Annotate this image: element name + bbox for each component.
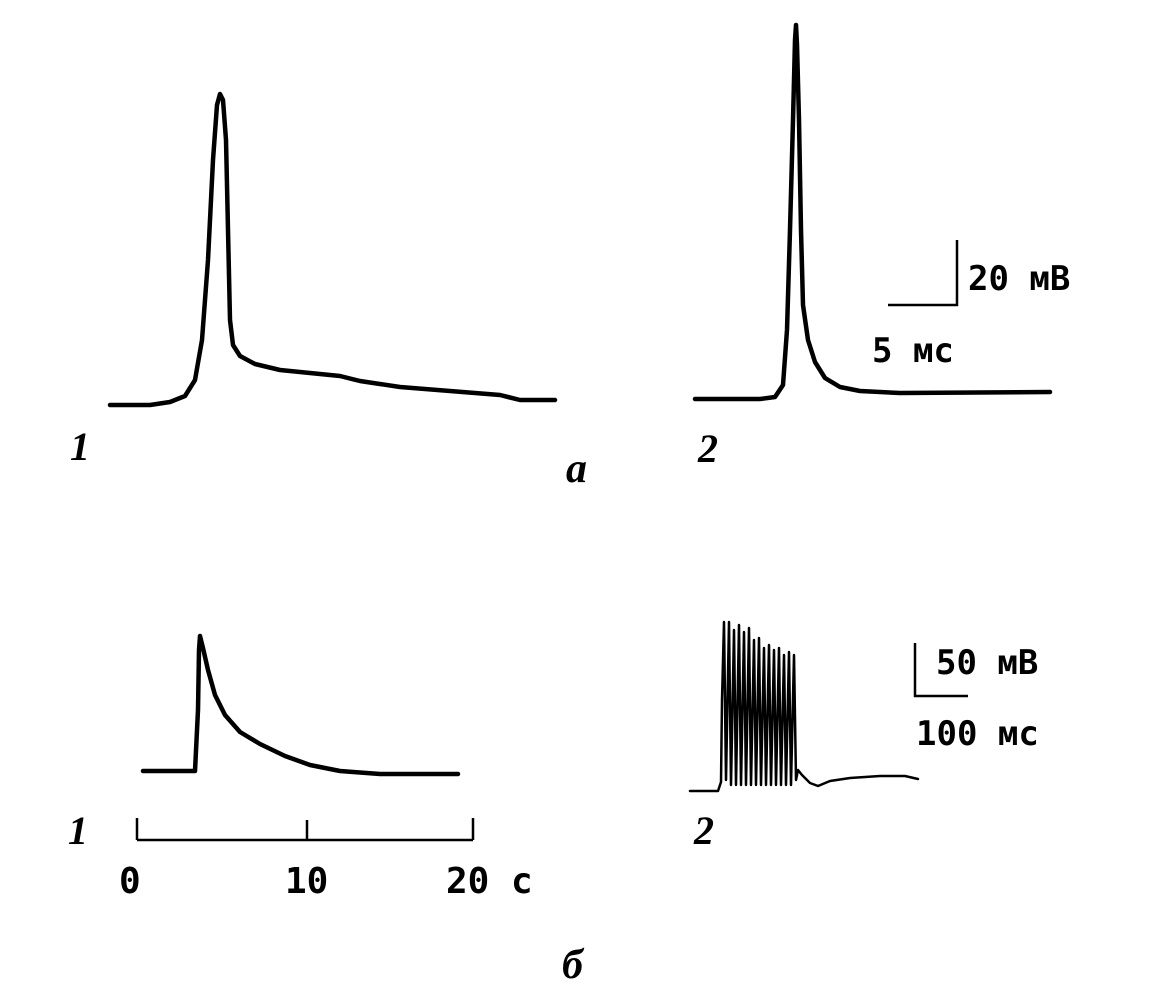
time-tick-10: 10 — [285, 861, 328, 902]
time-axis-b1 — [135, 818, 475, 842]
scale-time-b: 100 мс — [916, 714, 1039, 754]
scale-voltage-b: 50 мВ — [936, 643, 1038, 683]
time-tick-0: 0 — [119, 861, 141, 902]
trace-a1 — [107, 91, 558, 408]
scale-bar-b — [913, 643, 968, 698]
time-tick-20: 20 с — [446, 861, 533, 902]
panel-letter-b: б — [562, 942, 585, 988]
panel-letter-a: а — [566, 446, 587, 492]
trace-b2 — [688, 620, 920, 793]
trace-label-b2: 2 — [693, 808, 714, 853]
trace-label-a2: 2 — [697, 426, 718, 471]
scale-time-a: 5 мс — [872, 331, 954, 371]
trace-label-b1: 1 — [68, 808, 88, 853]
trace-a2 — [692, 22, 1053, 402]
trace-b1 — [140, 633, 461, 777]
scale-voltage-a: 20 мВ — [968, 259, 1070, 299]
trace-label-a1: 1 — [70, 424, 90, 469]
scale-bar-a — [888, 240, 959, 307]
